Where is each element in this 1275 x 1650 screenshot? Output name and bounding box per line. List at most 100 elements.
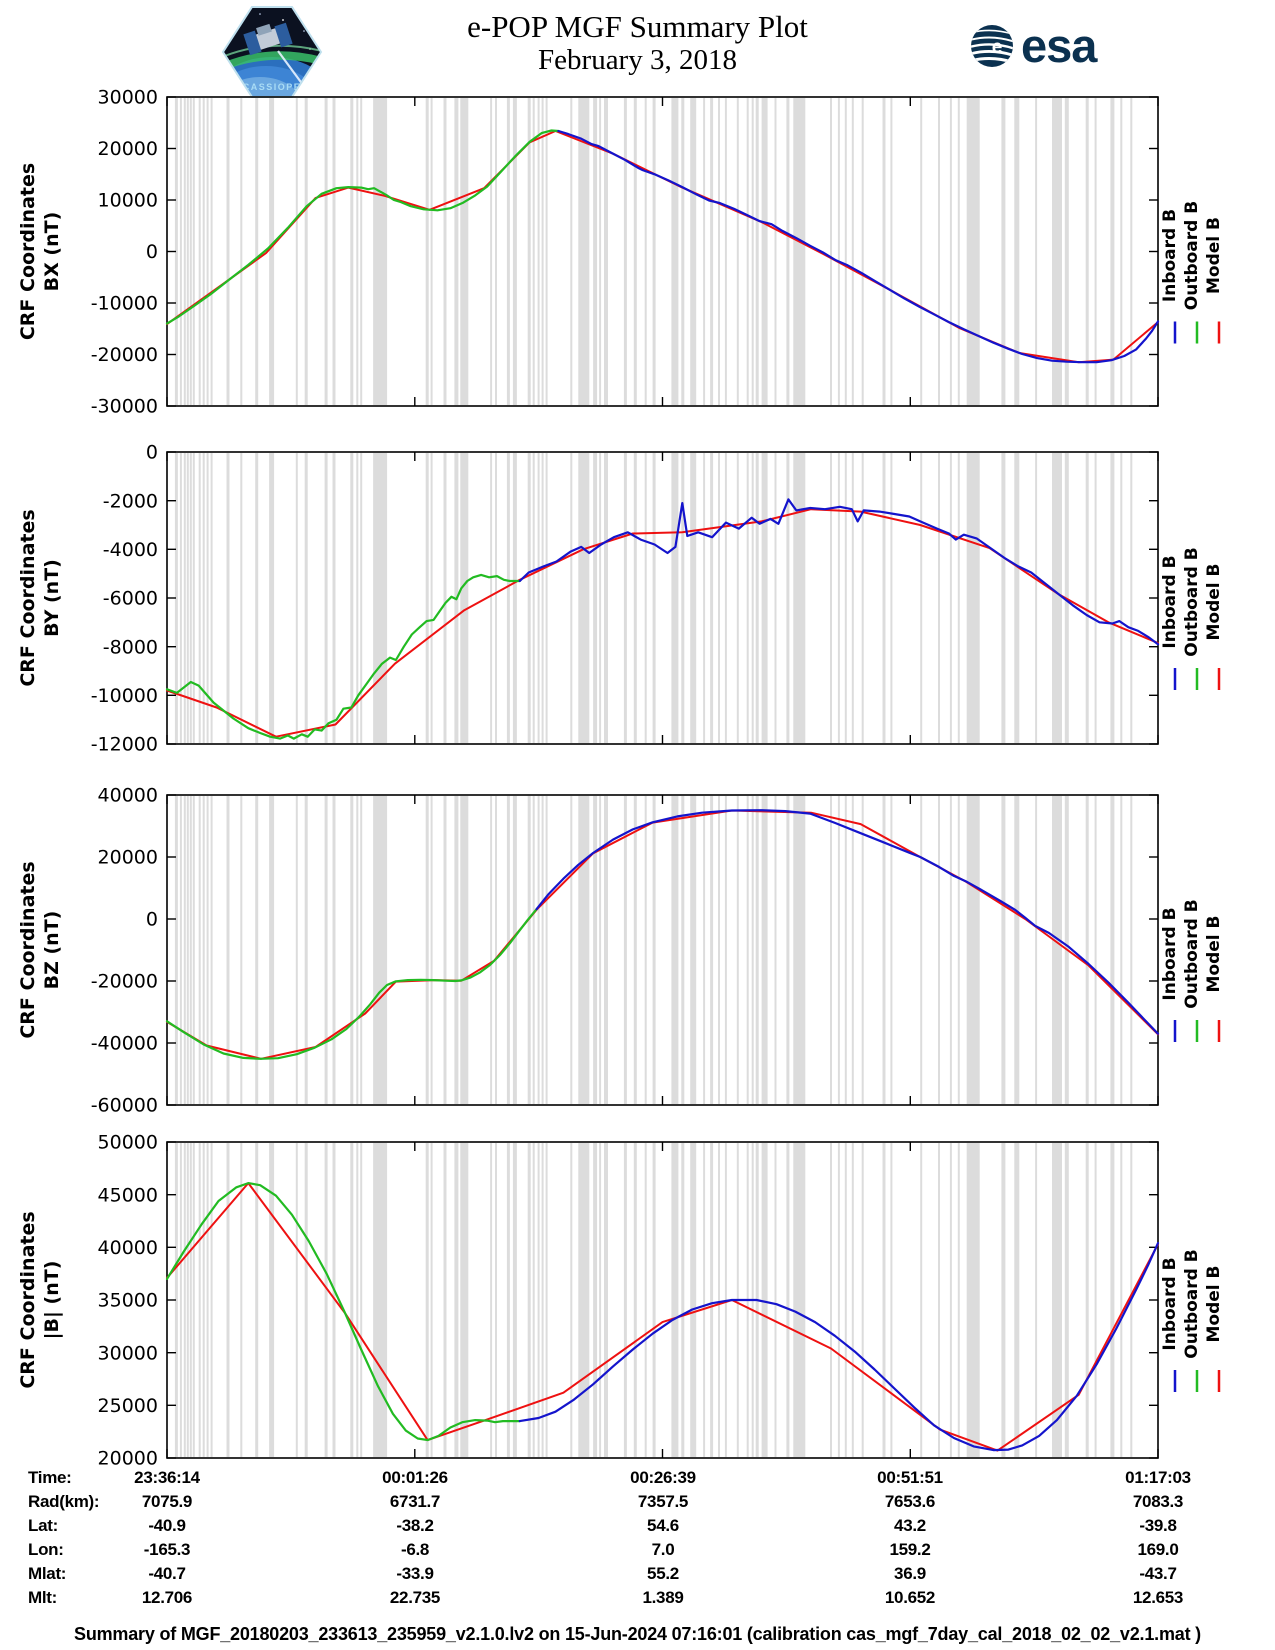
data-gap-band <box>240 796 243 1104</box>
data-gap-band <box>324 453 328 743</box>
data-gap-band <box>198 98 201 405</box>
data-gap-band <box>644 796 647 1104</box>
data-gap-band <box>512 98 517 405</box>
y-tick-label: 40000 <box>98 785 158 807</box>
data-gap-band <box>890 1143 893 1457</box>
data-gap-band <box>578 98 590 405</box>
data-gap-band <box>454 98 459 405</box>
data-gap-band <box>255 453 259 743</box>
data-gap-band <box>703 1143 706 1457</box>
data-gap-band <box>360 796 363 1104</box>
data-gap-band <box>633 98 637 405</box>
data-gap-band <box>545 1143 548 1457</box>
data-gap-band <box>690 453 697 743</box>
data-gap-band <box>350 453 354 743</box>
data-gap-band <box>198 796 201 1104</box>
data-gap-band <box>1001 98 1006 405</box>
data-gap-band <box>736 98 739 405</box>
data-gap-band <box>920 98 923 405</box>
data-gap-band <box>957 453 960 743</box>
table-cell: 00:51:51 <box>877 1468 943 1487</box>
data-gap-band <box>360 1143 363 1457</box>
y-tick-label: -30000 <box>91 396 158 418</box>
data-gap-band <box>192 1143 195 1457</box>
data-gap-band <box>593 98 598 405</box>
data-gap-band <box>537 796 540 1104</box>
data-gap-band <box>1130 98 1133 405</box>
data-gap-band <box>460 1143 469 1457</box>
data-gap-band <box>240 1143 243 1457</box>
data-gap-band <box>295 796 298 1104</box>
data-gap-band <box>356 98 359 405</box>
data-gap-band <box>295 453 298 743</box>
table-cell: -33.9 <box>396 1564 434 1583</box>
data-gap-band <box>425 453 429 743</box>
cassiope-mission-patch-icon: CASSIOPE <box>221 6 323 98</box>
data-gap-band <box>966 1143 980 1457</box>
y-tick-label: -60000 <box>91 1095 158 1117</box>
data-gap-band <box>1001 1143 1006 1457</box>
data-gap-band <box>183 1143 186 1457</box>
title-line1: e-POP MGF Summary Plot <box>467 9 808 44</box>
table-cell: -40.9 <box>148 1516 186 1535</box>
data-gap-band <box>179 453 182 743</box>
series-bx-model <box>166 130 1159 364</box>
y-tick-label: -4000 <box>103 539 158 561</box>
data-gap-band <box>537 453 540 743</box>
title-line2: February 3, 2018 <box>538 44 737 76</box>
y-tick-label: -10000 <box>91 685 158 707</box>
legend-label-inboard: Inboard B <box>1160 209 1180 302</box>
y-tick-label: 0 <box>146 909 158 931</box>
data-gap-band <box>295 98 298 405</box>
y-tick-label: 30000 <box>98 1342 158 1364</box>
data-gap-band <box>681 98 685 405</box>
data-gap-band <box>623 796 627 1104</box>
data-gap-band <box>703 98 706 405</box>
data-gap-band <box>949 796 952 1104</box>
data-gap-band <box>793 453 806 743</box>
series-b-inboard <box>518 1241 1160 1452</box>
data-gap-band <box>830 98 832 405</box>
series-bx-outboard <box>165 129 560 325</box>
data-gap-band <box>570 1143 573 1457</box>
data-gap-band <box>604 796 608 1104</box>
table-cell: 23:36:14 <box>134 1468 200 1487</box>
legend-label-outboard: Outboard B <box>1182 547 1202 656</box>
data-gap-band <box>356 796 359 1104</box>
data-gap-band <box>703 453 706 743</box>
data-gap-band <box>202 453 205 743</box>
data-gap-band <box>761 796 768 1104</box>
data-gap-band <box>957 1143 960 1457</box>
data-gap-band <box>890 98 893 405</box>
table-cell: -43.7 <box>1139 1564 1177 1583</box>
data-gap-band <box>360 98 363 405</box>
data-gap-band <box>356 453 359 743</box>
data-gap-band <box>793 796 806 1104</box>
data-gap-band <box>240 453 243 743</box>
data-gap-band <box>844 453 847 743</box>
data-gap-band <box>949 1143 952 1457</box>
data-gap-band <box>1052 453 1062 743</box>
data-gap-band <box>1120 1143 1123 1457</box>
data-gap-band <box>966 796 980 1104</box>
data-gap-band <box>681 1143 685 1457</box>
data-gap-band <box>527 98 531 405</box>
data-gap-band <box>1052 1143 1062 1457</box>
table-row-label: Mlat: <box>28 1564 67 1583</box>
data-gap-band <box>890 796 893 1104</box>
y-tick-label: -40000 <box>91 1033 158 1055</box>
data-gap-band <box>198 1143 201 1457</box>
data-gap-band <box>179 796 182 1104</box>
data-gap-band <box>206 453 209 743</box>
table-cell: 7357.5 <box>637 1492 689 1511</box>
data-gap-band <box>189 1143 192 1457</box>
y-tick-label: -20000 <box>91 971 158 993</box>
data-gap-band <box>192 796 195 1104</box>
data-gap-band <box>255 1143 259 1457</box>
data-gap-band <box>844 796 847 1104</box>
data-gap-band <box>570 796 573 1104</box>
data-gap-band <box>1130 796 1133 1104</box>
data-gap-band <box>454 1143 459 1457</box>
data-gap-band <box>633 1143 637 1457</box>
